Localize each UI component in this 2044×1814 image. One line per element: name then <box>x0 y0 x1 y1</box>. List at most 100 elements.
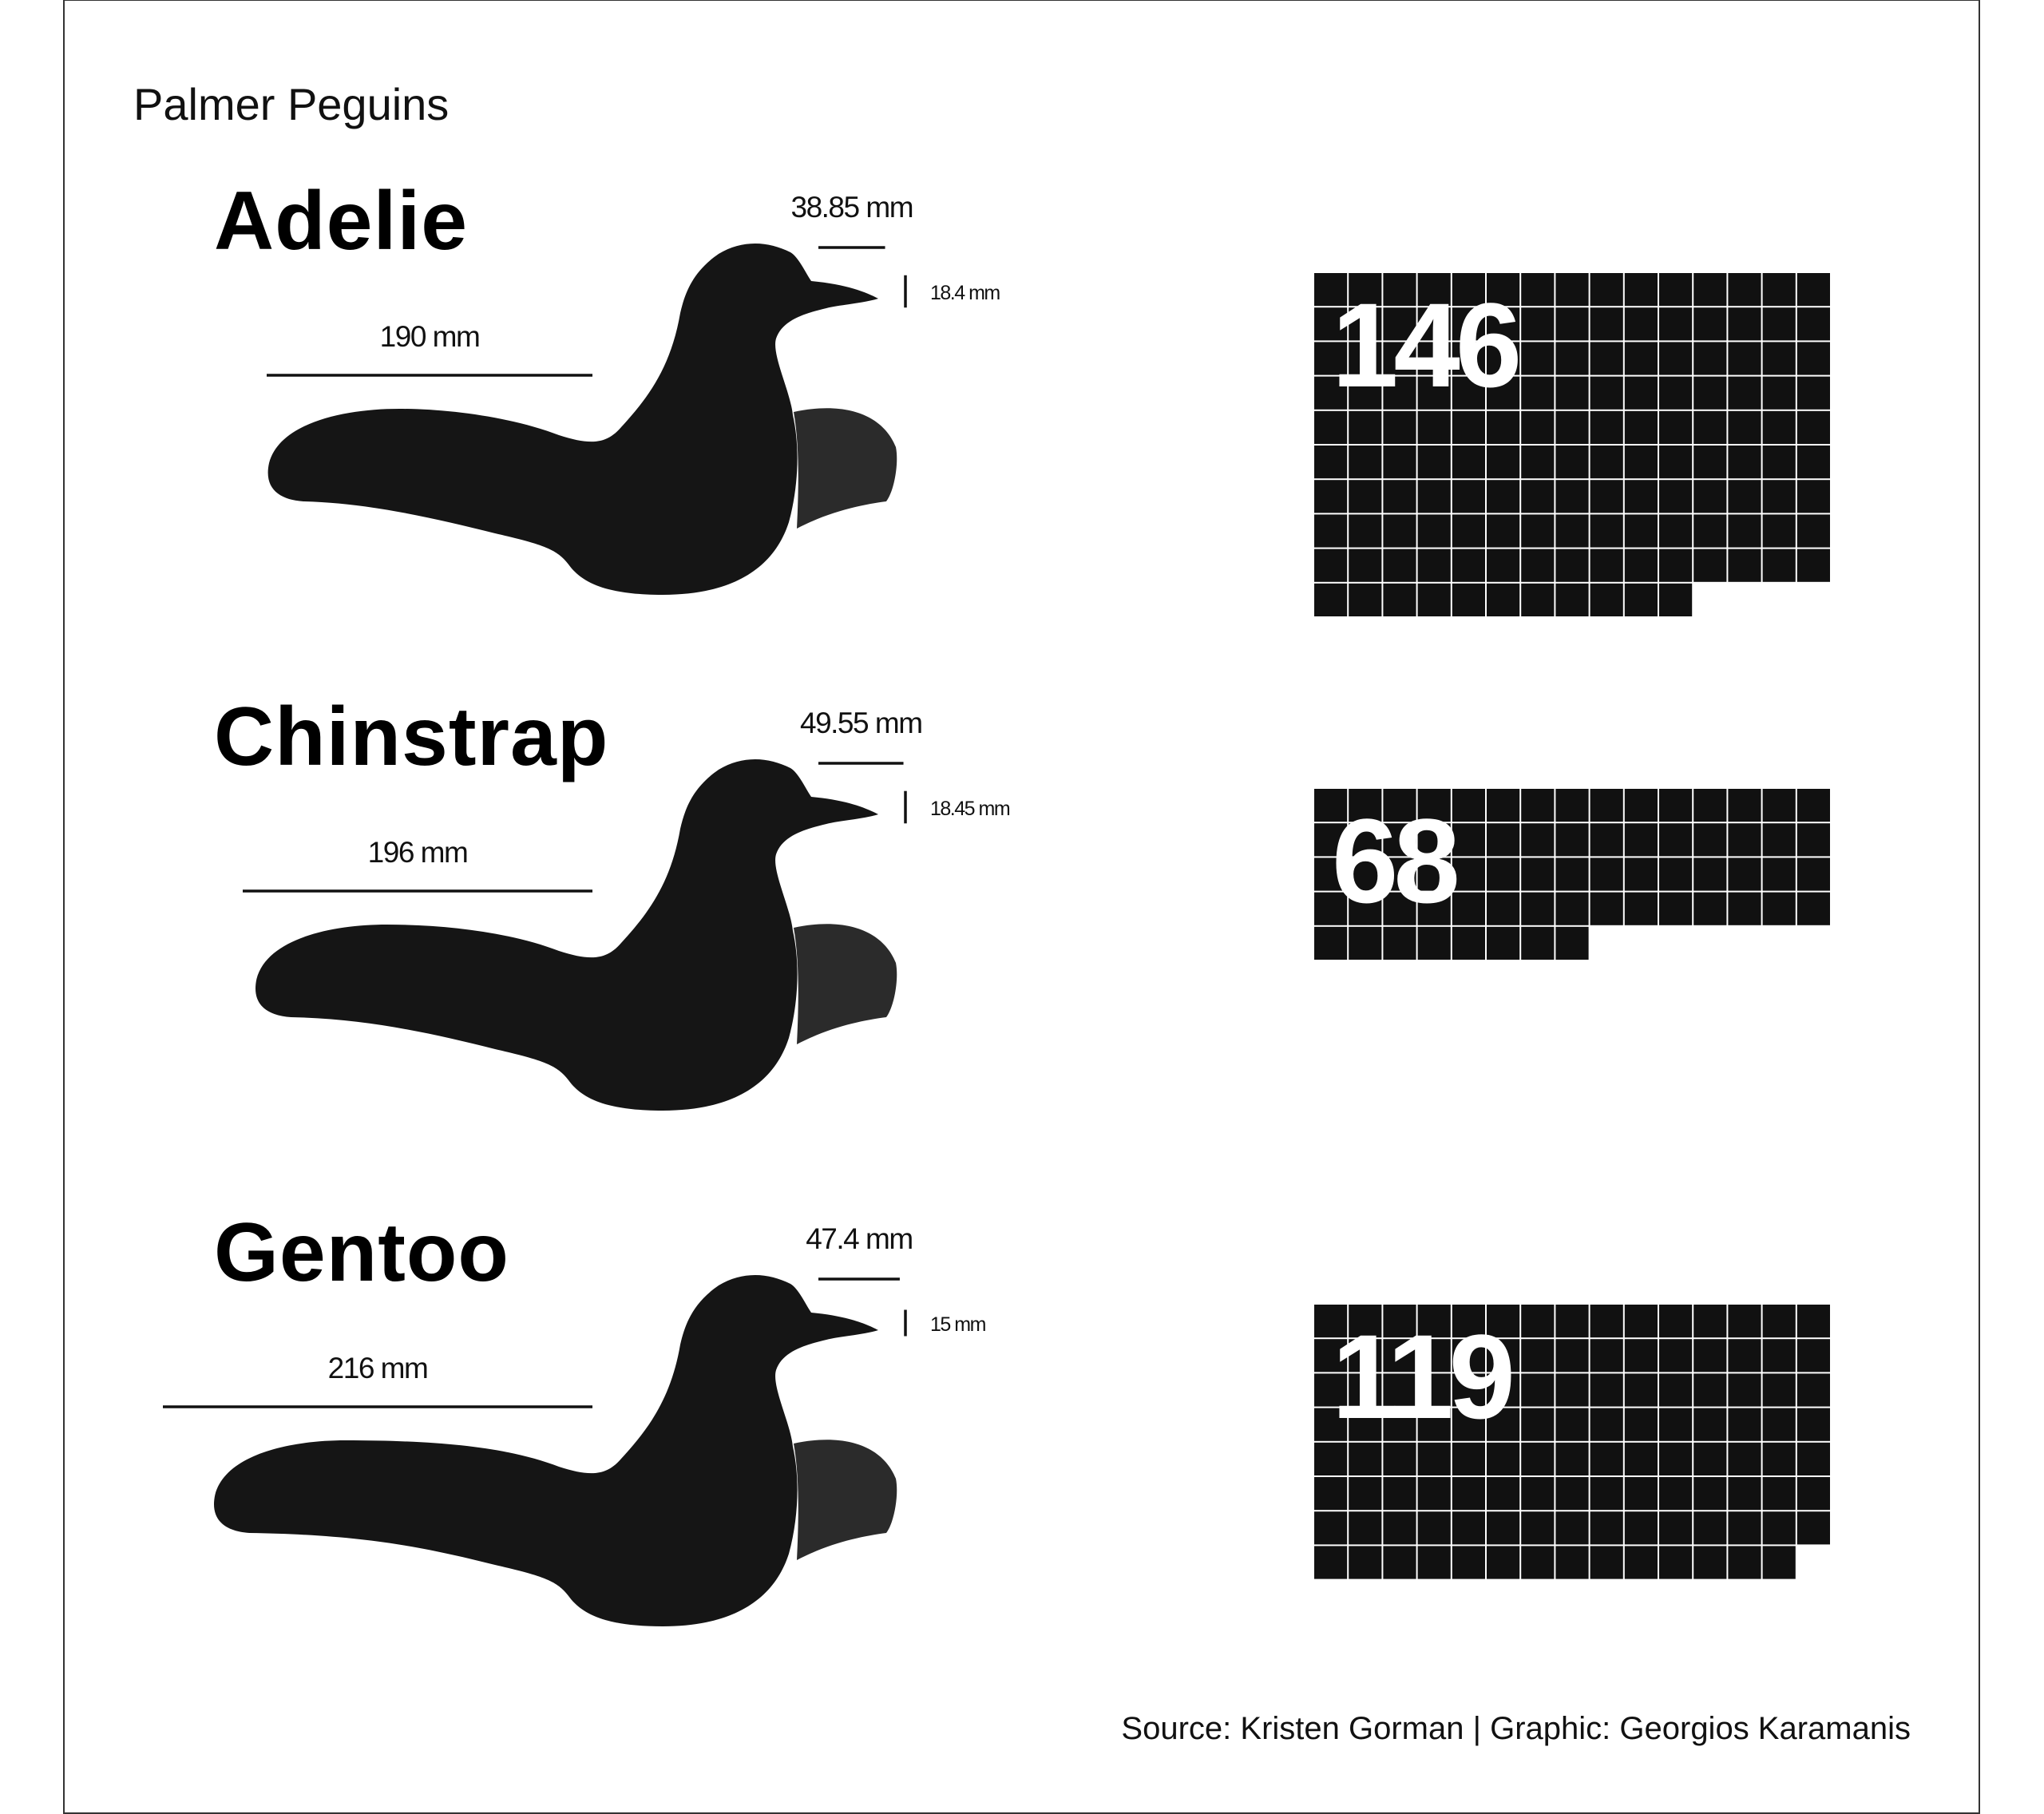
waffle-square <box>1349 549 1382 582</box>
waffle-square <box>1693 823 1727 857</box>
waffle-square <box>1521 926 1555 960</box>
waffle-square <box>1555 307 1589 341</box>
waffle-square <box>1796 273 1830 307</box>
waffle-square <box>1590 480 1623 513</box>
waffle-square <box>1349 376 1382 410</box>
waffle-square <box>1383 342 1416 375</box>
waffle-square <box>1521 857 1555 891</box>
waffle-square <box>1796 823 1830 857</box>
waffle-square <box>1590 1305 1623 1338</box>
species-name: Chinstrap <box>214 691 608 783</box>
waffle-square <box>1521 273 1555 307</box>
waffle-square <box>1624 376 1658 410</box>
waffle-square <box>1659 789 1693 822</box>
waffle-square <box>1624 789 1658 822</box>
species-name: Gentoo <box>214 1206 509 1299</box>
waffle-square <box>1314 1546 1348 1579</box>
waffle-square <box>1728 1305 1761 1338</box>
waffle-grid <box>1314 1305 1830 1579</box>
waffle-square <box>1383 307 1416 341</box>
waffle-square <box>1349 410 1382 444</box>
waffle-square <box>1314 342 1348 375</box>
waffle-square <box>1693 480 1727 513</box>
waffle-square <box>1624 1511 1658 1545</box>
waffle-square <box>1659 857 1693 891</box>
waffle-square <box>1383 514 1416 548</box>
waffle-square <box>1521 376 1555 410</box>
waffle-square <box>1487 857 1520 891</box>
waffle-square <box>1659 1305 1693 1338</box>
waffle-square <box>1590 1546 1623 1579</box>
waffle-square <box>1521 410 1555 444</box>
waffle-square <box>1728 1408 1761 1441</box>
waffle-square <box>1693 1511 1727 1545</box>
waffle-square <box>1624 1442 1658 1475</box>
waffle-square <box>1624 1408 1658 1441</box>
waffle-square <box>1487 307 1520 341</box>
waffle-square <box>1487 1442 1520 1475</box>
waffle-square <box>1314 789 1348 822</box>
flipper-length-label: 196 mm <box>368 836 468 869</box>
waffle-square <box>1762 549 1796 582</box>
waffle-square <box>1590 376 1623 410</box>
waffle-square <box>1521 446 1555 479</box>
waffle-square <box>1452 1477 1485 1511</box>
waffle-square <box>1314 514 1348 548</box>
flipper-length-label: 190 mm <box>380 320 480 353</box>
waffle-square <box>1452 926 1485 960</box>
waffle-square <box>1728 1442 1761 1475</box>
waffle-square <box>1555 1477 1589 1511</box>
count-label: 119 <box>1332 1309 1511 1444</box>
waffle-square <box>1487 1373 1520 1407</box>
waffle-square <box>1521 307 1555 341</box>
waffle-square <box>1452 892 1485 925</box>
waffle-square <box>1349 446 1382 479</box>
waffle-square <box>1417 446 1451 479</box>
waffle-square <box>1624 1546 1658 1579</box>
species-row-adelie: Adelie 190 mm 38.85 mm 18.4 mm 146 <box>214 175 1830 616</box>
waffle-square <box>1624 514 1658 548</box>
waffle-square <box>1555 1408 1589 1441</box>
waffle-square <box>1659 823 1693 857</box>
waffle-square <box>1555 480 1589 513</box>
waffle-square <box>1521 892 1555 925</box>
waffle-square <box>1521 549 1555 582</box>
waffle-square <box>1728 857 1761 891</box>
waffle-square <box>1555 1511 1589 1545</box>
waffle-square <box>1417 549 1451 582</box>
waffle-square <box>1659 410 1693 444</box>
waffle-square <box>1314 480 1348 513</box>
penguin-flipper-shape <box>794 408 897 529</box>
waffle-square <box>1590 1442 1623 1475</box>
waffle-square <box>1796 549 1830 582</box>
waffle-square <box>1728 1477 1761 1511</box>
waffle-square <box>1762 1442 1796 1475</box>
waffle-square <box>1796 892 1830 925</box>
species-name: Adelie <box>214 175 468 267</box>
waffle-square <box>1383 376 1416 410</box>
waffle-square <box>1452 514 1485 548</box>
waffle-square <box>1659 446 1693 479</box>
waffle-square <box>1417 514 1451 548</box>
waffle-square <box>1383 1339 1416 1372</box>
bill-length-label: 38.85 mm <box>791 191 913 224</box>
waffle-square <box>1659 1373 1693 1407</box>
waffle-square <box>1555 1339 1589 1372</box>
waffle-square <box>1590 1408 1623 1441</box>
waffle-square <box>1693 1442 1727 1475</box>
waffle-square <box>1452 1339 1485 1372</box>
waffle-square <box>1624 823 1658 857</box>
count-label: 146 <box>1332 278 1518 412</box>
waffle-square <box>1624 857 1658 891</box>
waffle-square <box>1349 857 1382 891</box>
waffle-square <box>1796 1511 1830 1545</box>
waffle-square <box>1487 789 1520 822</box>
penguin-silhouette <box>213 1275 878 1626</box>
waffle-square <box>1659 1442 1693 1475</box>
waffle-square <box>1693 1339 1727 1372</box>
waffle-square <box>1796 1408 1830 1441</box>
waffle-square <box>1659 1408 1693 1441</box>
waffle-square <box>1349 1373 1382 1407</box>
waffle-square <box>1349 1442 1382 1475</box>
waffle-square <box>1590 514 1623 548</box>
